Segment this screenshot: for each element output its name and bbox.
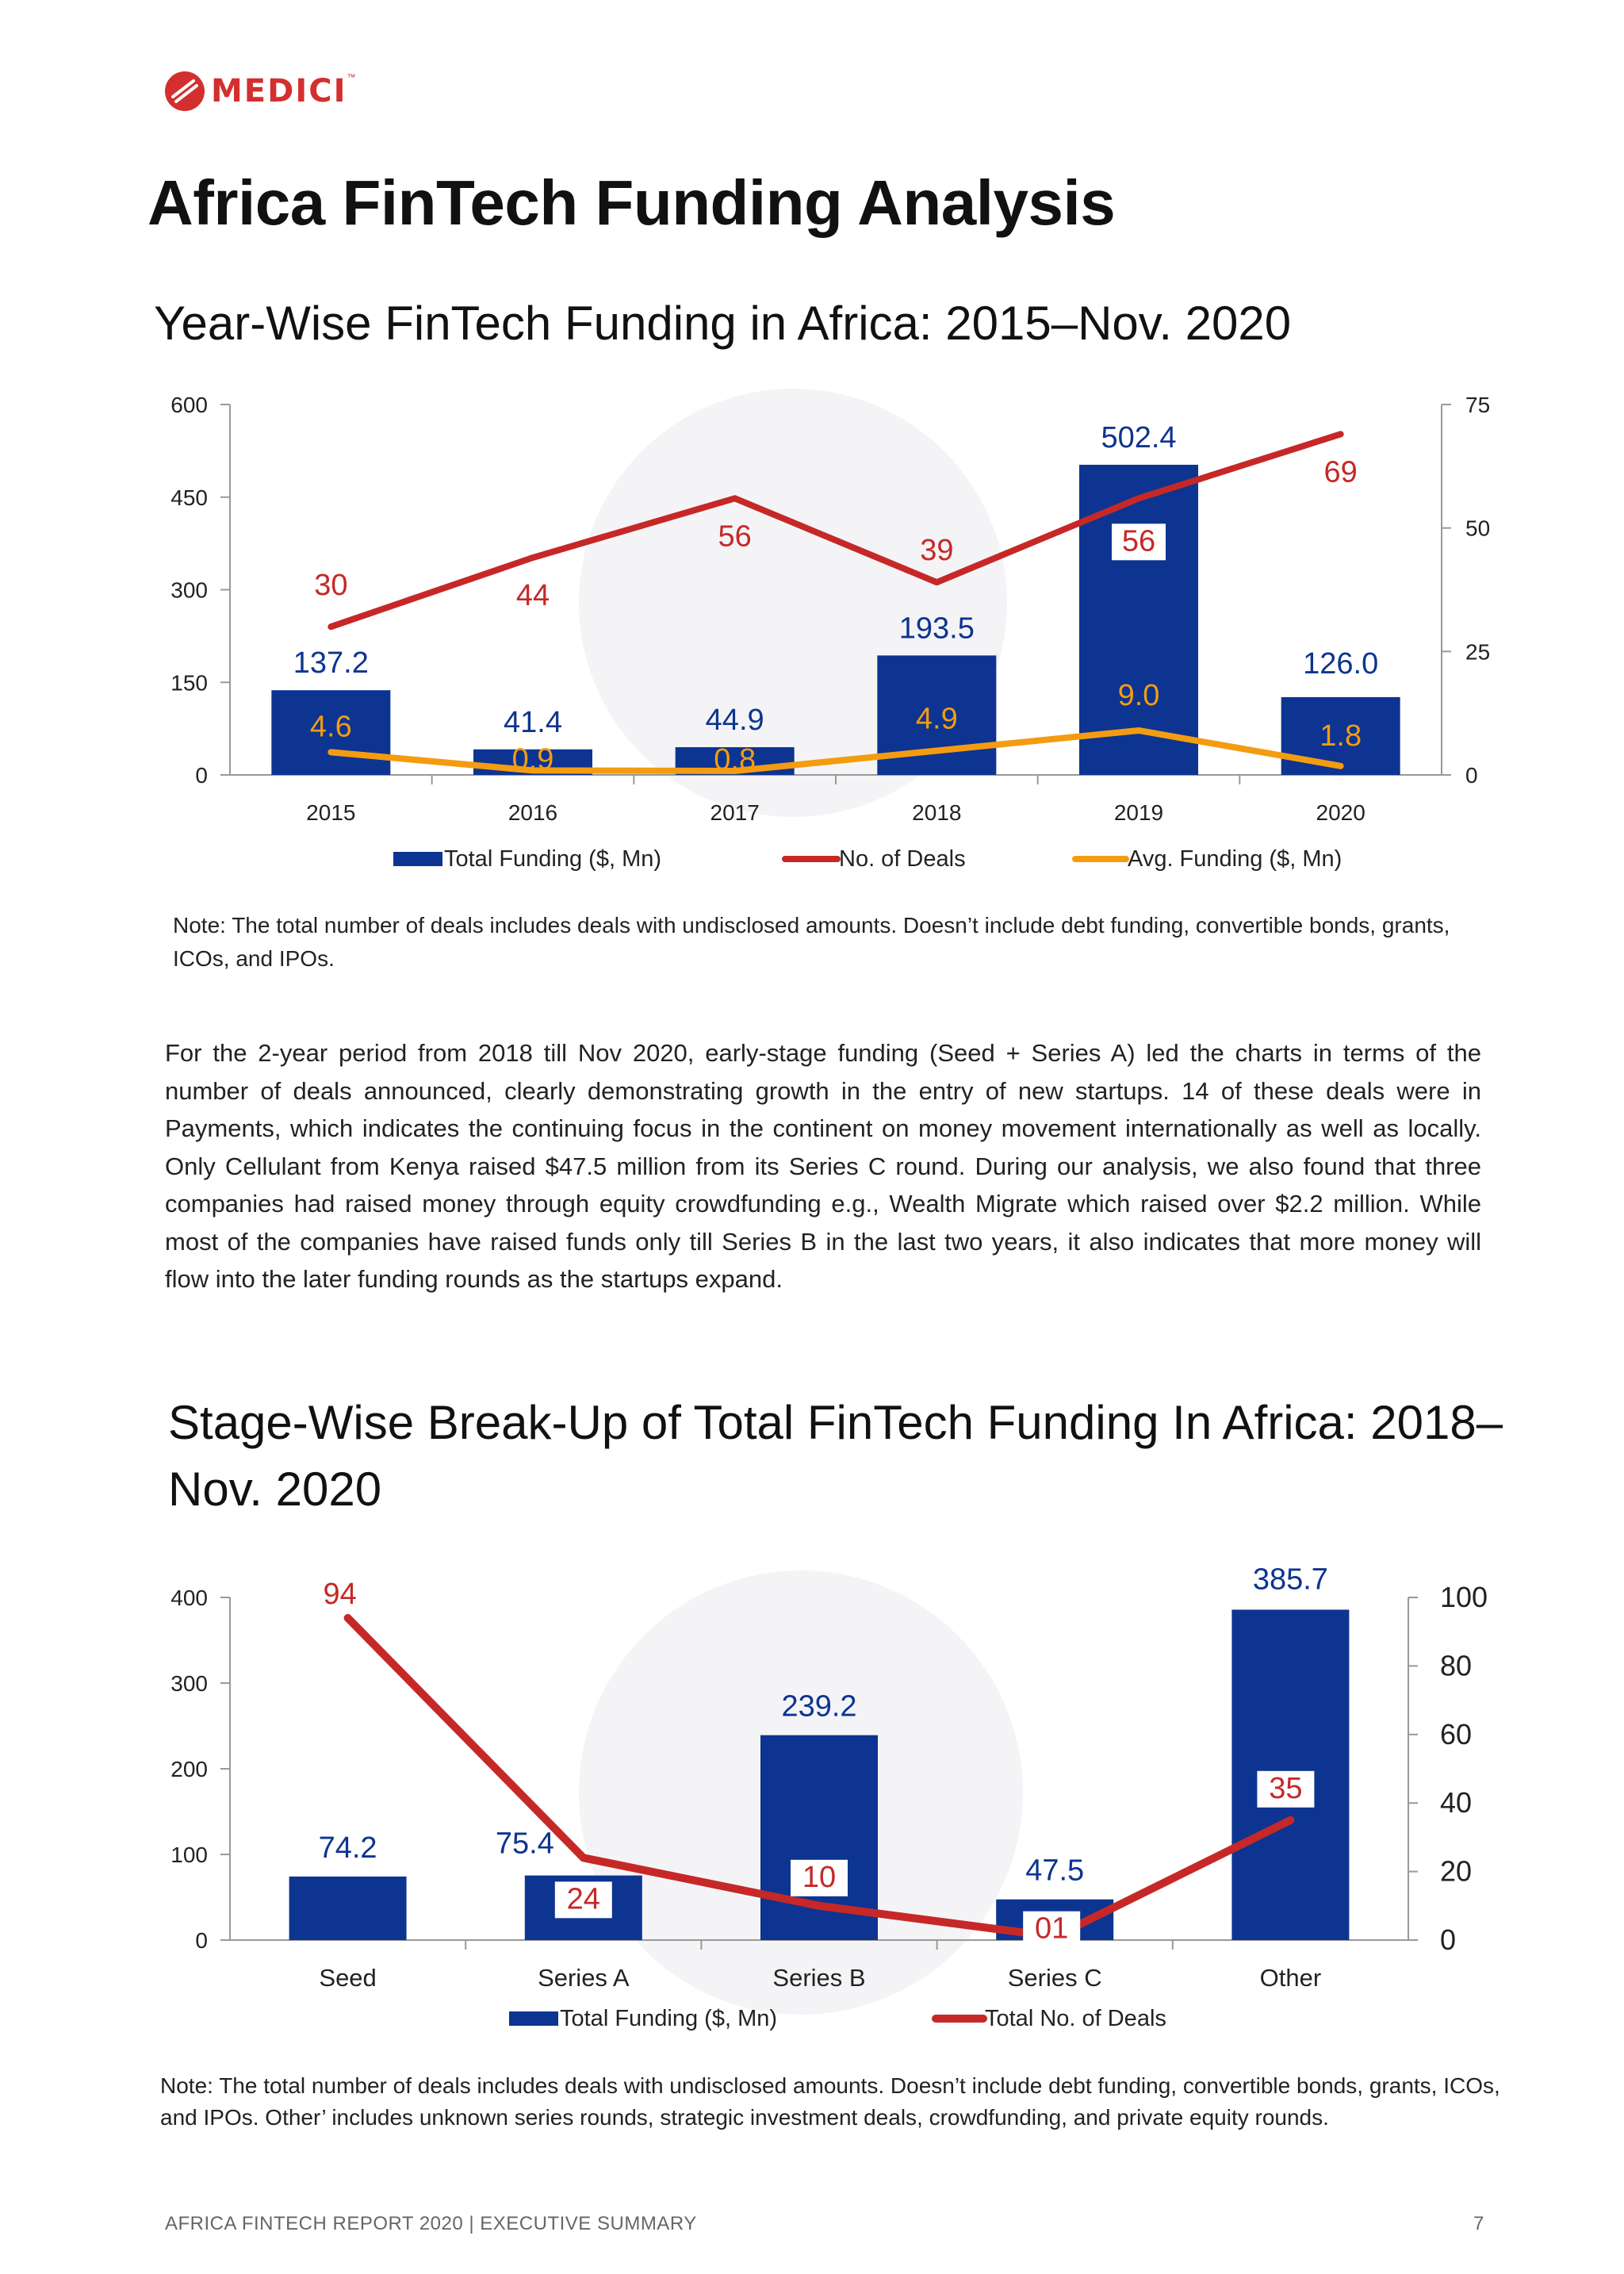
y-right-tick-label: 60 xyxy=(1440,1718,1472,1751)
deals-data-label: 30 xyxy=(314,569,347,602)
x-tick-label: 2017 xyxy=(710,800,760,825)
deals-label-box xyxy=(554,1881,612,1919)
y-left-tick-label: 0 xyxy=(195,763,208,788)
y-right-tick-label: 0 xyxy=(1440,1923,1456,1956)
deals-data-label: 10 xyxy=(802,1861,836,1894)
avg-data-label: 9.0 xyxy=(1118,679,1160,712)
deals-data-label: 94 xyxy=(323,1578,356,1611)
avg-data-label: 0.8 xyxy=(714,743,756,777)
medici-logo-icon xyxy=(165,71,205,111)
legend-swatch-total-funding xyxy=(509,2011,558,2026)
x-tick-label: 2018 xyxy=(912,800,961,825)
legend-label-total-funding: Total Funding ($, Mn) xyxy=(444,846,661,872)
deals-data-label: 44 xyxy=(516,579,550,612)
avg-data-label: 4.6 xyxy=(310,710,352,743)
bar-data-label: 385.7 xyxy=(1253,1563,1328,1596)
avg-data-label: 0.9 xyxy=(512,742,554,776)
deals-label-box xyxy=(791,1859,848,1896)
medici-logo: MEDICI ™ xyxy=(163,70,355,113)
footer-text: AFRICA FINTECH REPORT 2020 | EXECUTIVE S… xyxy=(165,2213,697,2234)
legend-label-total-funding: Total Funding ($, Mn) xyxy=(560,2006,777,2031)
bar-data-label: 47.5 xyxy=(1025,1854,1084,1888)
deals-data-label: 01 xyxy=(1035,1912,1068,1946)
deals-data-label: 39 xyxy=(920,534,953,567)
x-tick-label: Seed xyxy=(319,1964,376,1992)
bar-data-label: 126.0 xyxy=(1303,647,1378,681)
deals-data-label: 35 xyxy=(1269,1772,1302,1805)
y-right-tick-label: 20 xyxy=(1440,1855,1472,1888)
bar-data-label: 75.4 xyxy=(496,1827,554,1861)
chart1-year-wise-funding: 0 150 300 450 600 0 25 50 75 2015 2016 2017 2018 2019… xyxy=(170,389,1490,872)
bar-data-label: 137.2 xyxy=(293,646,369,680)
deals-data-label: 69 xyxy=(1324,455,1358,489)
chart1-note: Note: The total number of deals includes… xyxy=(173,913,1450,971)
y-left-tick-label: 150 xyxy=(170,670,208,695)
y-right-tick-label: 50 xyxy=(1465,516,1490,541)
bar-data-label: 41.4 xyxy=(504,706,562,739)
y-right-tick-label: 100 xyxy=(1440,1581,1488,1613)
bar-total-funding xyxy=(289,1876,407,1940)
line-total-deals xyxy=(343,1613,1295,1941)
legend-label-total-deals: Total No. of Deals xyxy=(985,2006,1166,2031)
y-left-tick-label: 600 xyxy=(170,393,208,417)
y-right-tick-label: 0 xyxy=(1465,763,1478,788)
deals-label-box xyxy=(1257,1770,1315,1808)
body-paragraph: For the 2-year period from 2018 till Nov… xyxy=(165,1039,1481,1293)
legend-swatch-total-funding xyxy=(393,852,442,866)
legend-label-avg-funding: Avg. Funding ($, Mn) xyxy=(1128,846,1342,872)
deals-label-box xyxy=(1112,523,1166,561)
x-tick-label: Series B xyxy=(772,1964,865,1992)
bar-data-label: 74.2 xyxy=(319,1831,377,1865)
y-right-tick-label: 25 xyxy=(1465,639,1490,664)
y-right-tick-label: 75 xyxy=(1465,393,1490,417)
x-tick-label: 2016 xyxy=(508,800,557,825)
y-left-tick-label: 100 xyxy=(170,1843,208,1867)
bar-data-label: 193.5 xyxy=(899,612,975,645)
bar-data-label: 239.2 xyxy=(781,1690,856,1724)
page-title: Africa FinTech Funding Analysis xyxy=(147,167,1116,238)
line-avg-funding xyxy=(327,727,1344,775)
avg-data-label: 4.9 xyxy=(916,702,958,735)
deals-data-label: 56 xyxy=(718,520,752,553)
bar-data-label: 44.9 xyxy=(706,704,764,737)
avg-data-label: 1.8 xyxy=(1320,719,1362,753)
logo-trademark: ™ xyxy=(347,73,356,82)
y-left-tick-label: 400 xyxy=(170,1586,208,1610)
y-left-tick-label: 200 xyxy=(170,1757,208,1781)
x-tick-label: 2019 xyxy=(1114,800,1163,825)
y-right-tick-label: 80 xyxy=(1440,1649,1472,1682)
chart2-title: Stage-Wise Break-Up of Total FinTech Fun… xyxy=(168,1396,1503,1516)
line-no-of-deals xyxy=(327,431,1344,631)
x-tick-label: Series C xyxy=(1008,1964,1102,1992)
y-left-tick-label: 450 xyxy=(170,485,208,510)
deals-data-label: 56 xyxy=(1122,524,1155,558)
x-tick-label: 2020 xyxy=(1316,800,1365,825)
y-right-tick-label: 40 xyxy=(1440,1786,1472,1819)
y-left-tick-label: 300 xyxy=(170,1671,208,1696)
chart1-title: Year-Wise FinTech Funding in Africa: 201… xyxy=(154,297,1292,350)
x-tick-label: Other xyxy=(1260,1964,1322,1992)
legend-label-no-of-deals: No. of Deals xyxy=(839,846,966,872)
bar-total-funding xyxy=(271,690,391,775)
x-tick-label: 2015 xyxy=(306,800,355,825)
logo-text: MEDICI xyxy=(211,73,347,109)
chart2-stage-wise-funding: 0 100 200 300 400 0 20 40 60 80 100 Seed Series A Ser… xyxy=(170,1563,1488,2031)
x-tick-label: Series A xyxy=(538,1964,630,1992)
page-number: 7 xyxy=(1473,2213,1484,2234)
bar-data-label: 502.4 xyxy=(1101,421,1176,454)
deals-label-box xyxy=(1023,1911,1081,1948)
chart2-note: Note: The total number of deals includes… xyxy=(160,2073,1500,2130)
deals-data-label: 24 xyxy=(567,1882,600,1915)
y-left-tick-label: 0 xyxy=(195,1928,208,1953)
y-left-tick-label: 300 xyxy=(170,578,208,603)
